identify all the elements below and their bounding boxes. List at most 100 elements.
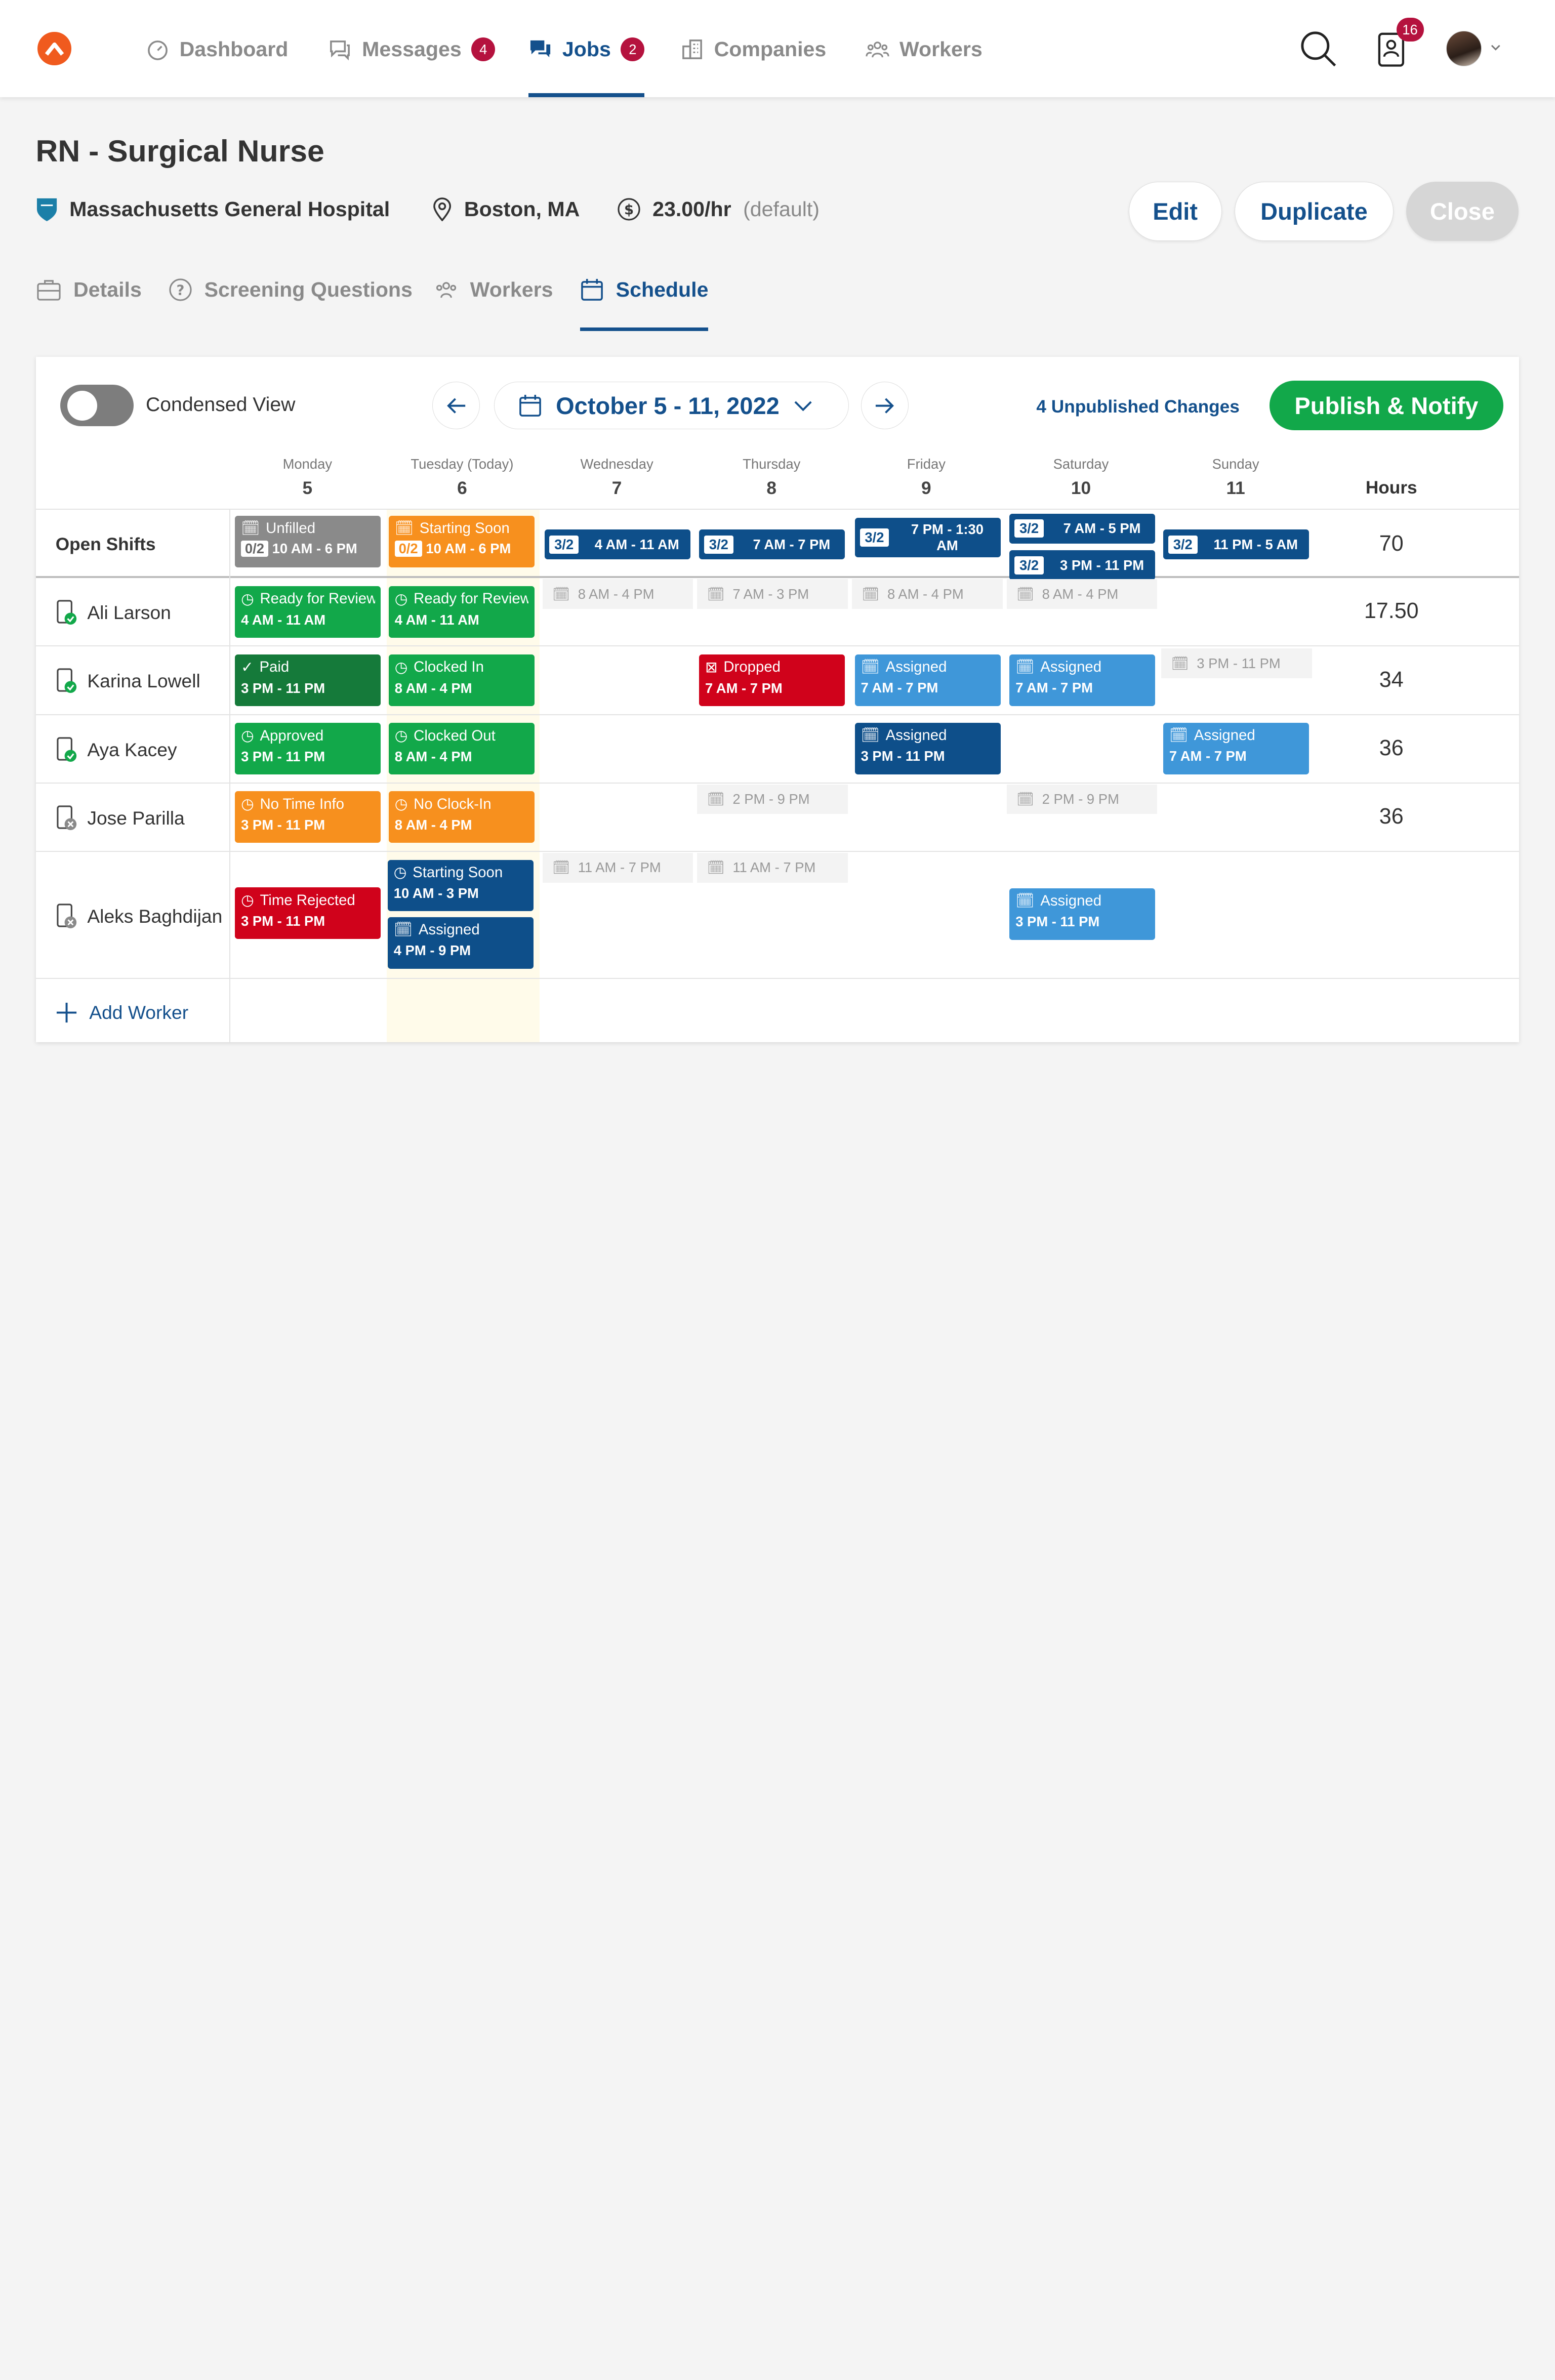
notifications-button[interactable]: 16	[1376, 18, 1424, 67]
shift-time: 4 AM - 11 AM	[241, 611, 326, 628]
question-circle-icon: ?	[169, 278, 192, 301]
shift-card[interactable]: ◷ Ready for Review 4 AM - 11 AM	[235, 586, 381, 638]
availability-slot[interactable]: 🗓 7 AM - 3 PM	[697, 579, 848, 609]
nav-label: Jobs	[562, 37, 611, 61]
page-title: RN - Surgical Nurse	[35, 133, 324, 168]
schedule-panel: Condensed View October 5 - 11, 2022 4 Un…	[35, 357, 1520, 1043]
open-shift-tuesday[interactable]: 🗓 Starting Soon 0/2 10 AM - 6 PM	[388, 515, 535, 567]
shift-card[interactable]: ◷ Time Rejected 3 PM - 11 PM	[235, 887, 381, 939]
shift-time: 4 AM - 11 AM	[394, 611, 479, 628]
availability-slot[interactable]: 🗓 11 AM - 7 PM	[542, 852, 693, 883]
shift-card[interactable]: ◷ Clocked Out 8 AM - 4 PM	[388, 723, 535, 775]
shift-time: 3 PM - 11 PM	[241, 748, 325, 764]
tab-details[interactable]: Details	[36, 274, 142, 306]
plus-icon	[56, 1002, 76, 1022]
open-shift-sunday[interactable]: 3/2 11 PM - 5 AM	[1163, 529, 1310, 559]
open-shift-wednesday[interactable]: 3/2 4 AM - 11 AM	[544, 529, 690, 559]
worker-row-label[interactable]: Aya Kacey	[56, 735, 177, 765]
open-shift-saturday-2[interactable]: 3/2 3 PM - 11 PM	[1009, 550, 1156, 581]
shift-status: Assigned	[1040, 658, 1102, 675]
shift-card[interactable]: 🗓 Assigned 7 AM - 7 PM	[1163, 723, 1310, 775]
shift-fill-count: 3/2	[1014, 556, 1044, 575]
messages-badge: 4	[471, 37, 496, 62]
shift-card[interactable]: ✓ Paid 3 PM - 11 PM	[235, 654, 381, 706]
shift-card[interactable]: 🗓 Assigned 3 PM - 11 PM	[854, 723, 1001, 775]
prev-week-button[interactable]	[432, 382, 480, 430]
worker-name: Karina Lowell	[87, 670, 200, 692]
shift-card[interactable]: ◷ No Clock-In 8 AM - 4 PM	[388, 791, 535, 843]
phone-check-icon	[57, 737, 76, 762]
unpublished-changes-link[interactable]: 4 Unpublished Changes	[1036, 396, 1240, 417]
shift-card[interactable]: ◷ Approved 3 PM - 11 PM	[235, 723, 381, 775]
calendar-icon: 🗓	[707, 859, 725, 876]
nav-dashboard[interactable]: Dashboard	[146, 30, 288, 69]
chevron-down-icon	[794, 401, 812, 411]
shift-card[interactable]: 🗓 Assigned 4 PM - 9 PM	[388, 917, 534, 969]
shift-card[interactable]: 🗓 Assigned 3 PM - 11 PM	[1009, 888, 1156, 940]
nav-messages[interactable]: Messages 4	[328, 30, 496, 69]
shift-status: Starting Soon	[413, 864, 503, 881]
nav-label: Dashboard	[179, 37, 289, 61]
next-week-button[interactable]	[861, 382, 909, 430]
shift-card[interactable]: 🗓 Assigned 7 AM - 7 PM	[1009, 654, 1156, 706]
nav-companies[interactable]: Companies	[680, 30, 826, 69]
tab-workers[interactable]: Workers	[434, 274, 553, 306]
availability-time: 11 AM - 7 PM	[732, 859, 816, 876]
open-shift-thursday[interactable]: 3/2 7 AM - 7 PM	[699, 529, 845, 559]
clock-icon: ◷	[394, 590, 408, 607]
availability-slot[interactable]: 🗓 3 PM - 11 PM	[1161, 648, 1312, 679]
availability-slot[interactable]: 🗓 11 AM - 7 PM	[697, 852, 848, 883]
worker-row-label[interactable]: Ali Larson	[56, 598, 171, 628]
shift-card[interactable]: ◷ Ready for Review 4 AM - 11 AM	[388, 586, 535, 638]
edit-button[interactable]: Edit	[1128, 181, 1222, 241]
shift-card[interactable]: ⊠ Dropped 7 AM - 7 PM	[699, 654, 845, 706]
availability-slot[interactable]: 🗓 2 PM - 9 PM	[697, 784, 848, 814]
open-shift-friday[interactable]: 3/2 7 PM - 1:30 AM	[854, 517, 1001, 558]
shift-card[interactable]: ◷ Clocked In 8 AM - 4 PM	[388, 654, 535, 706]
condensed-view-label: Condensed View	[145, 393, 296, 416]
availability-slot[interactable]: 🗓 8 AM - 4 PM	[542, 579, 693, 609]
day-header-monday: Monday 5	[282, 456, 333, 498]
condensed-view-toggle[interactable]	[60, 385, 134, 427]
shift-status: Assigned	[1194, 727, 1255, 744]
shift-status: Clocked In	[414, 659, 484, 676]
avatar[interactable]	[1446, 30, 1482, 67]
divider	[229, 510, 230, 1043]
day-header-saturday: Saturday 10	[1053, 456, 1109, 498]
clock-icon: ◷	[241, 590, 254, 607]
duplicate-button[interactable]: Duplicate	[1235, 181, 1394, 241]
availability-slot[interactable]: 🗓 8 AM - 4 PM	[851, 579, 1003, 609]
add-worker-button[interactable]: Add Worker	[56, 1002, 188, 1023]
shift-time: 8 AM - 4 PM	[394, 748, 472, 764]
shift-card[interactable]: ◷ Starting Soon 10 AM - 3 PM	[388, 859, 534, 912]
shift-card[interactable]: ◷ No Time Info 3 PM - 11 PM	[235, 791, 381, 843]
availability-slot[interactable]: 🗓 2 PM - 9 PM	[1006, 784, 1158, 814]
chevron-down-icon[interactable]	[1490, 42, 1502, 54]
availability-slot[interactable]: 🗓 8 AM - 4 PM	[1006, 579, 1158, 609]
worker-row-label[interactable]: Aleks Baghdijan	[56, 901, 222, 931]
open-shift-monday[interactable]: 🗓 Unfilled 0/2 10 AM - 6 PM	[235, 515, 381, 567]
shift-fill-count: 0/2	[241, 541, 268, 557]
publish-notify-button[interactable]: Publish & Notify	[1269, 381, 1504, 431]
app-logo[interactable]	[37, 31, 72, 66]
nav-jobs[interactable]: Jobs 2	[528, 30, 645, 97]
worker-name: Jose Parilla	[87, 807, 185, 829]
people-icon	[866, 42, 889, 58]
shift-status: Clocked Out	[414, 727, 496, 744]
tab-schedule[interactable]: Schedule	[580, 274, 709, 332]
open-shift-saturday-1[interactable]: 3/2 7 AM - 5 PM	[1009, 513, 1156, 544]
tab-screening-questions[interactable]: ? Screening Questions	[169, 274, 413, 306]
search-icon[interactable]	[1299, 30, 1337, 67]
close-button[interactable]: Close	[1406, 181, 1519, 241]
badge-id-icon	[1378, 32, 1405, 67]
date-range-picker[interactable]: October 5 - 11, 2022	[494, 382, 849, 430]
availability-time: 7 AM - 3 PM	[732, 586, 809, 602]
shift-time: 7 AM - 5 PM	[1063, 520, 1141, 537]
worker-row-label[interactable]: Karina Lowell	[56, 667, 200, 696]
worker-row-label[interactable]: Jose Parilla	[56, 803, 185, 833]
shift-status: No Clock-In	[414, 795, 492, 812]
shift-time: 3 PM - 11 PM	[241, 680, 325, 696]
shift-card[interactable]: 🗓 Assigned 7 AM - 7 PM	[854, 654, 1001, 706]
nav-workers[interactable]: Workers	[866, 30, 983, 69]
gauge-icon	[148, 40, 168, 61]
